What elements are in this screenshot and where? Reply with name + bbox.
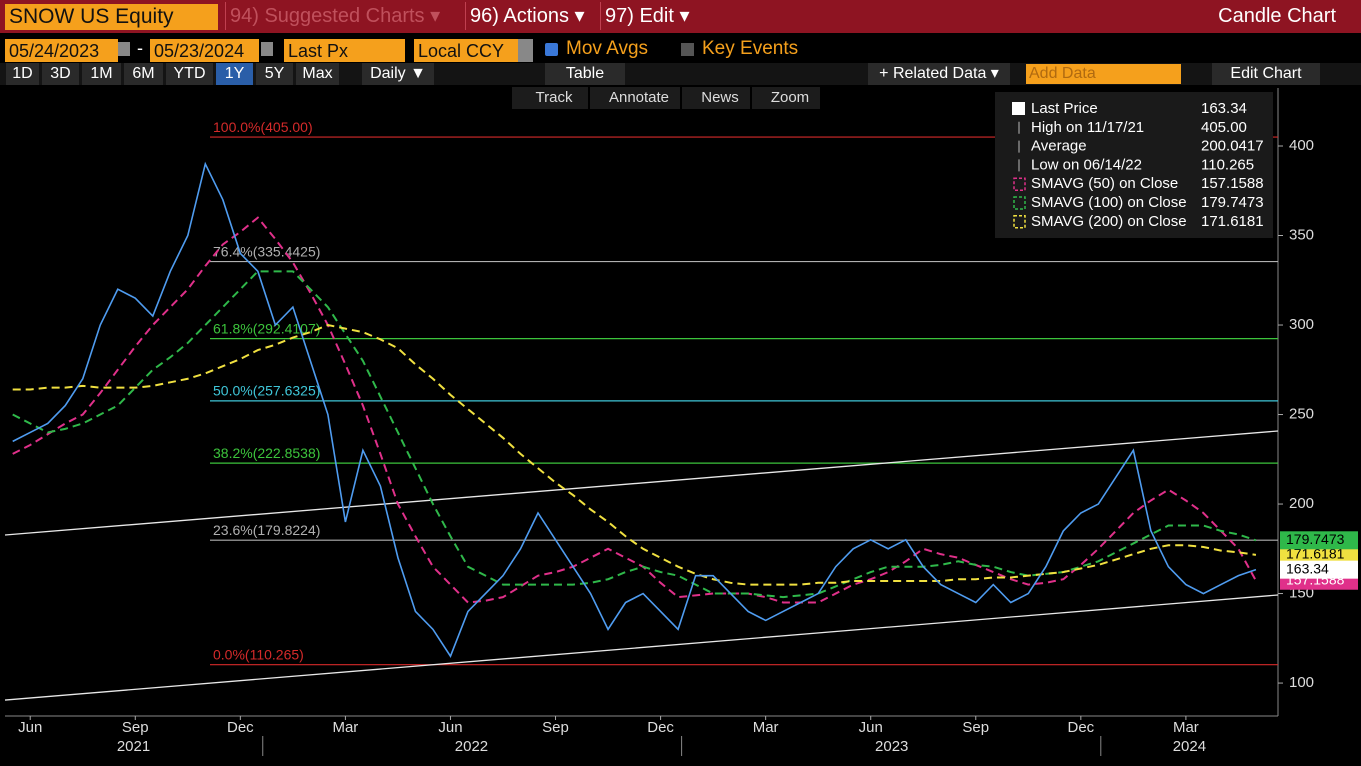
legend-icon	[1012, 102, 1025, 115]
period-button[interactable]: 3D	[42, 63, 79, 85]
menu-item[interactable]: 94) Suggested Charts ▾	[225, 2, 458, 30]
tool-button[interactable]: News	[682, 87, 750, 109]
legend-value: 179.7473	[1201, 194, 1264, 211]
legend-label: SMAVG (50) on Close	[1031, 175, 1178, 192]
last-value-tag	[1280, 560, 1358, 579]
price-line	[12, 161, 1257, 658]
fib-label: 50.0%(257.6325)	[213, 383, 320, 399]
tool-button[interactable]: Zoom	[752, 87, 820, 109]
toolbar	[0, 63, 1361, 85]
fib-label: 0.0%(110.265)	[213, 646, 304, 662]
legend-label: Last Price	[1031, 100, 1098, 117]
x-tick-label: Sep	[542, 719, 569, 736]
moving-average	[12, 270, 1257, 599]
legend-icon	[1013, 196, 1026, 210]
last-value-tag	[1280, 545, 1358, 564]
period-button[interactable]: 1M	[82, 63, 121, 85]
last-value-label: 171.6181	[1286, 546, 1345, 562]
chart-type: Candle Chart	[1218, 5, 1336, 27]
legend-value: 157.1588	[1201, 175, 1264, 192]
y-tick-label: 250	[1289, 406, 1314, 423]
menu-item[interactable]: 96) Actions ▾	[465, 2, 596, 30]
period-button[interactable]: 1D	[6, 63, 39, 85]
trend-line	[4, 430, 1279, 536]
legend-value: 163.34	[1201, 100, 1247, 117]
legend-label: Average	[1031, 138, 1087, 155]
table-button[interactable]: Table	[545, 63, 625, 85]
legend-icon	[1013, 215, 1026, 229]
last-value-label: 163.34	[1286, 560, 1329, 576]
title-bar	[0, 0, 1361, 33]
x-tick-label: Sep	[122, 719, 149, 736]
legend-box	[995, 92, 1273, 238]
fib-label: 61.8%(292.4107)	[213, 320, 320, 336]
trend-line	[4, 594, 1279, 701]
y-tick-label: 350	[1289, 226, 1314, 243]
period-button[interactable]: 5Y	[256, 63, 293, 85]
x-tick-label: Dec	[647, 719, 674, 736]
legend-value: 171.6181	[1201, 213, 1264, 230]
edit-chart-button[interactable]: Edit Chart	[1212, 63, 1320, 85]
x-tick-label: Sep	[962, 719, 989, 736]
menu-item[interactable]: 97) Edit ▾	[600, 2, 701, 30]
calendar-icon[interactable]	[118, 42, 130, 56]
fib-label: 76.4%(335.4425)	[213, 243, 320, 259]
period-button[interactable]: 6M	[124, 63, 163, 85]
period-button[interactable]: Max	[296, 63, 339, 85]
field-select[interactable]: Last Px	[284, 39, 405, 62]
checkbox[interactable]	[681, 43, 694, 56]
year-label: 2022	[455, 738, 488, 755]
legend-value: 405.00	[1201, 119, 1247, 136]
legend-label: Low on 06/14/22	[1031, 156, 1142, 173]
key-events-label: Key Events	[702, 38, 799, 59]
y-tick-label: 100	[1289, 674, 1314, 691]
security-field[interactable]: SNOW US Equity	[5, 4, 218, 30]
related-data-button[interactable]: + Related Data ▾	[868, 63, 1010, 85]
calendar-icon[interactable]	[261, 42, 273, 56]
x-tick-label: Jun	[859, 719, 883, 736]
fib-label: 23.6%(179.8224)	[213, 522, 320, 538]
period-button[interactable]: YTD	[166, 63, 213, 85]
checkbox-checked[interactable]	[545, 43, 558, 56]
y-tick-label: 400	[1289, 137, 1314, 154]
legend-label: SMAVG (100) on Close	[1031, 194, 1187, 211]
x-tick-label: Jun	[438, 719, 462, 736]
x-tick-label: Mar	[753, 719, 779, 736]
legend-label: SMAVG (200) on Close	[1031, 213, 1187, 230]
tool-button[interactable]: Annotate	[590, 87, 680, 109]
x-tick-label: Mar	[1173, 719, 1199, 736]
year-label: 2021	[117, 738, 150, 755]
legend-label: High on 11/17/21	[1031, 119, 1144, 136]
moving-average	[12, 216, 1257, 604]
tool-button[interactable]: Track	[512, 87, 588, 109]
fib-label: 100.0%(405.00)	[213, 119, 313, 135]
y-tick-label: 200	[1289, 495, 1314, 512]
add-data-input[interactable]: Add Data	[1026, 64, 1181, 84]
x-tick-label: Mar	[332, 719, 358, 736]
fib-label: 38.2%(222.8538)	[213, 445, 320, 461]
dropdown-arrow[interactable]	[518, 39, 533, 62]
mov-avgs-label: Mov Avgs	[566, 38, 649, 59]
y-tick-label: 300	[1289, 316, 1314, 333]
x-tick-label: Dec	[1067, 719, 1094, 736]
end-date[interactable]: 05/23/2024	[150, 39, 259, 62]
x-tick-label: Jun	[18, 719, 42, 736]
moving-average	[12, 323, 1257, 586]
year-label: 2023	[875, 738, 908, 755]
last-value-tag	[1280, 531, 1358, 550]
legend-value: 200.0417	[1201, 138, 1264, 155]
start-date[interactable]: 05/24/2023	[5, 39, 118, 62]
year-label: 2024	[1173, 738, 1206, 755]
last-value-label: 179.7473	[1286, 531, 1345, 547]
date-separator: -	[137, 38, 143, 58]
frequency-select[interactable]: Daily ▼	[362, 63, 434, 85]
legend-value: 110.265	[1201, 156, 1254, 173]
legend-icon	[1013, 177, 1026, 191]
currency-select[interactable]: Local CCY	[414, 39, 519, 62]
period-button[interactable]: 1Y	[216, 63, 253, 85]
x-tick-label: Dec	[227, 719, 254, 736]
